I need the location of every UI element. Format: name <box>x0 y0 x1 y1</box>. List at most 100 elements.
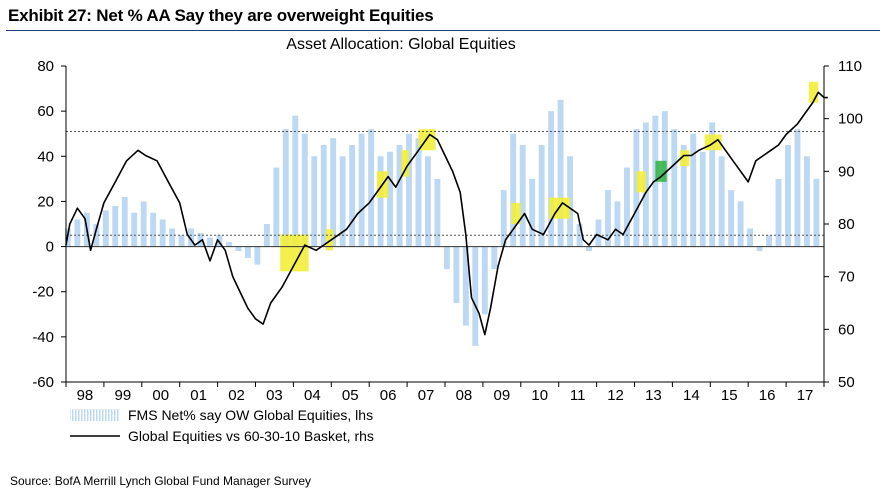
fms-bar <box>804 156 810 247</box>
x-tick-label: 14 <box>683 387 700 404</box>
fms-bar <box>813 178 820 247</box>
fms-bar <box>358 133 365 247</box>
fms-bar <box>756 246 763 252</box>
fms-bar <box>794 129 801 247</box>
fms-bar <box>567 156 574 247</box>
fms-bar <box>775 178 782 247</box>
fms-bar <box>74 219 81 247</box>
legend-label-bars: FMS Net% say OW Global Equities, lhs <box>128 407 373 423</box>
fms-bar <box>311 156 318 247</box>
y-left-tick-label: -60 <box>32 374 54 391</box>
fms-bar <box>425 156 431 247</box>
fms-bar <box>690 133 697 247</box>
fms-bar <box>244 246 251 258</box>
x-tick-label: 04 <box>304 387 321 404</box>
fms-bar <box>339 156 346 247</box>
x-tick-label: 05 <box>342 387 359 404</box>
y-left-tick-label: 80 <box>37 58 54 75</box>
y-left-tick-label: -40 <box>32 329 54 346</box>
fms-bar <box>519 145 526 247</box>
fms-bar <box>150 212 157 247</box>
x-tick-label: 16 <box>759 387 776 404</box>
highlight-box <box>808 81 819 103</box>
fms-bar <box>102 210 109 247</box>
fms-bar <box>605 190 611 247</box>
fms-bar <box>197 233 204 247</box>
fms-bar <box>718 156 725 247</box>
fms-bar <box>709 122 716 247</box>
fms-bar <box>169 228 176 247</box>
fms-bar <box>349 145 356 247</box>
fms-bar <box>728 190 735 247</box>
fms-bar <box>159 219 166 247</box>
fms-bar <box>500 190 507 247</box>
fms-bar <box>235 246 242 252</box>
y-right-tick-label: 50 <box>838 374 855 391</box>
highlight-box <box>655 160 667 182</box>
x-tick-label: 15 <box>721 387 738 404</box>
x-tick-label: 12 <box>607 387 624 404</box>
x-tick-label: 06 <box>380 387 397 404</box>
source-note: Source: BofA Merrill Lynch Global Fund M… <box>10 474 312 488</box>
title-rule <box>6 30 880 31</box>
legend: FMS Net% say OW Global Equities, lhs Glo… <box>70 407 374 444</box>
fms-bar <box>491 246 498 270</box>
y-left-tick-label: 0 <box>46 239 54 256</box>
fms-bar <box>112 205 119 247</box>
fms-bar <box>434 178 441 247</box>
x-tick-label: 01 <box>190 387 207 404</box>
fms-bar <box>462 246 469 326</box>
exhibit-title: Exhibit 27: Net % AA Say they are overwe… <box>8 6 434 25</box>
fms-bar <box>472 246 479 346</box>
y-left-tick-label: 20 <box>37 193 54 210</box>
fms-bar <box>785 145 791 247</box>
fms-bar <box>406 133 412 247</box>
fms-bar <box>595 219 602 247</box>
fms-bar <box>121 196 128 247</box>
y-right-tick-label: 80 <box>838 216 855 233</box>
fms-bar <box>510 133 517 247</box>
x-tick-label: 11 <box>570 387 586 404</box>
fms-bar <box>273 167 280 247</box>
fms-bar <box>415 138 422 247</box>
fms-bar <box>188 228 195 247</box>
fms-bar <box>320 145 327 247</box>
x-tick-label: 13 <box>645 387 662 404</box>
fms-bar <box>282 129 289 247</box>
fms-bar <box>216 235 223 247</box>
fms-bar <box>178 235 185 247</box>
highlight-box <box>401 150 409 177</box>
x-tick-label: 08 <box>456 387 473 404</box>
x-tick-label: 07 <box>418 387 435 404</box>
fms-bar <box>453 246 460 303</box>
fms-bar <box>292 115 299 247</box>
fms-bar <box>737 201 744 247</box>
chart-title: Asset Allocation: Global Equities <box>286 36 515 53</box>
fms-bar <box>680 145 687 247</box>
fms-bar <box>548 111 555 247</box>
x-tick-label: 09 <box>494 387 511 404</box>
fms-bar <box>557 99 564 247</box>
x-tick-label: 99 <box>115 387 132 404</box>
y-left-tick-label: 40 <box>37 148 54 165</box>
asset-allocation-chart: Asset Allocation: Global Equities -60 -40… <box>32 36 863 444</box>
y-right-tick-label: 110 <box>838 58 862 75</box>
highlight-box <box>511 202 521 224</box>
legend-swatch-bars <box>70 409 120 421</box>
fms-bar <box>529 178 536 247</box>
equities-line <box>65 91 828 336</box>
fms-bar <box>254 246 261 265</box>
fms-bar <box>301 133 308 247</box>
fms-bar <box>586 246 592 252</box>
fms-bar <box>671 129 678 247</box>
y-right-tick-label: 70 <box>838 269 855 286</box>
x-tick-label: 10 <box>531 387 548 404</box>
fms-bar <box>538 145 545 247</box>
fms-bar <box>623 167 630 247</box>
fms-bar <box>387 151 393 247</box>
y-right-tick-label: 60 <box>838 321 855 338</box>
x-tick-label: 17 <box>797 387 814 404</box>
fms-bar <box>747 228 754 247</box>
x-tick-label: 98 <box>77 387 94 404</box>
